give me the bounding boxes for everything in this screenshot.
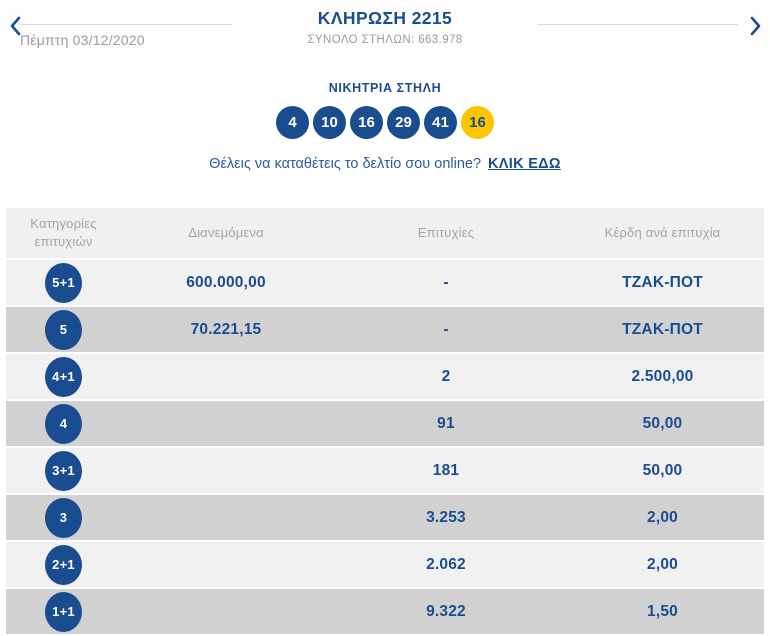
category-cell: 4 [6,403,121,444]
category-cell: 5 [6,309,121,350]
prize-table: Κατηγορίες επιτυχιών Διανεμόμενα Επιτυχίες… [6,208,764,634]
prize-value: 2,00 [647,508,678,526]
wins-value: 3.253 [426,508,466,526]
table-row: 4 91 50,00 [6,401,764,446]
category-badge: 3 [45,497,82,538]
wins-value: - [443,273,449,291]
category-cell: 4+1 [6,356,121,397]
winning-number-ball: 16 [350,106,383,139]
category-cell: 2+1 [6,544,121,585]
table-row: 1+1 9.322 1,50 [6,589,764,634]
prize-value: ΤΖΑΚ-ΠΟΤ [622,320,703,338]
table-row: 3 3.253 2,00 [6,495,764,540]
column-header: Κατηγορίες επιτυχιών [30,216,97,249]
joker-number-ball: 16 [461,106,494,139]
draw-date: Πέμπτη 03/12/2020 [20,32,145,48]
category-cell: 1+1 [6,591,121,632]
wins-value: 91 [437,414,455,432]
cta-text: Θέλεις να καταθέτεις το δελτίο σου onlin… [209,156,482,172]
distributed-value: 70.221,15 [190,320,262,338]
category-cell: 3+1 [6,450,121,491]
category-badge: 1+1 [45,591,82,632]
prize-table-header: Κατηγορίες επιτυχιών Διανεμόμενα Επιτυχίες… [6,208,764,258]
prize-value: 1,50 [647,602,678,620]
total-columns-label: ΣΥΝΟΛΟ ΣΤΗΛΩΝ: 663.978 [307,34,463,46]
chevron-left-icon [9,16,22,36]
column-header: Κέρδη ανά επιτυχία [604,225,721,241]
category-cell: 5+1 [6,262,121,303]
cta-link[interactable]: ΚΛΙΚ ΕΔΩ [488,156,561,172]
prize-value: 2.500,00 [631,367,694,385]
table-row: 3+1 181 50,00 [6,448,764,493]
column-header: Διανεμόμενα [188,225,264,241]
winning-number-ball: 10 [313,106,346,139]
draw-navigation-bar: Πέμπτη 03/12/2020 ΚΛΗΡΩΣΗ 2215 ΣΥΝΟΛΟ ΣΤ… [0,0,770,58]
category-badge: 5+1 [45,262,82,303]
wins-value: - [443,320,449,338]
wins-value: 2.062 [426,555,466,573]
category-cell: 3 [6,497,121,538]
prize-table-body: 5+1 600.000,00 - ΤΖΑΚ-ΠΟΤ 5 70.221,15 - ΤΖΑΚ-ΠΟ… [6,260,764,634]
distributed-value: 600.000,00 [186,273,266,291]
category-badge: 4 [45,403,82,444]
table-row: 5 70.221,15 - ΤΖΑΚ-ΠΟΤ [6,307,764,352]
category-badge: 3+1 [45,450,82,491]
divider-left [20,24,232,25]
next-draw-button[interactable] [742,13,768,39]
winning-numbers-row: 4 10 16 29 41 16 [0,106,770,139]
prize-value: 50,00 [642,414,683,432]
previous-draw-button[interactable] [2,13,28,39]
column-header: Επιτυχίες [417,225,475,241]
table-row: 5+1 600.000,00 - ΤΖΑΚ-ΠΟΤ [6,260,764,305]
winning-number-ball: 29 [387,106,420,139]
wins-value: 2 [441,367,451,385]
prize-value: 50,00 [642,461,683,479]
winning-number-ball: 4 [276,106,309,139]
prize-value: 2,00 [647,555,678,573]
wins-value: 9.322 [426,602,466,620]
divider-right [538,24,738,25]
wins-value: 181 [432,461,460,479]
chevron-right-icon [749,16,762,36]
table-row: 4+1 2 2.500,00 [6,354,764,399]
category-badge: 4+1 [45,356,82,397]
cta-line: Θέλεις να καταθέτεις το δελτίο σου onlin… [0,156,770,172]
draw-date-block: Πέμπτη 03/12/2020 [20,24,232,48]
prize-value: ΤΖΑΚ-ΠΟΤ [622,273,703,291]
draw-title: ΚΛΗΡΩΣΗ 2215 [317,8,453,28]
category-badge: 2+1 [45,544,82,585]
winning-number-ball: 41 [424,106,457,139]
draw-heading: ΚΛΗΡΩΣΗ 2215 ΣΥΝΟΛΟ ΣΤΗΛΩΝ: 663.978 [185,8,585,46]
table-row: 2+1 2.062 2,00 [6,542,764,587]
category-badge: 5 [45,309,82,350]
winning-column-label: ΝΙΚΗΤΡΙΑ ΣΤΗΛΗ [328,81,442,95]
